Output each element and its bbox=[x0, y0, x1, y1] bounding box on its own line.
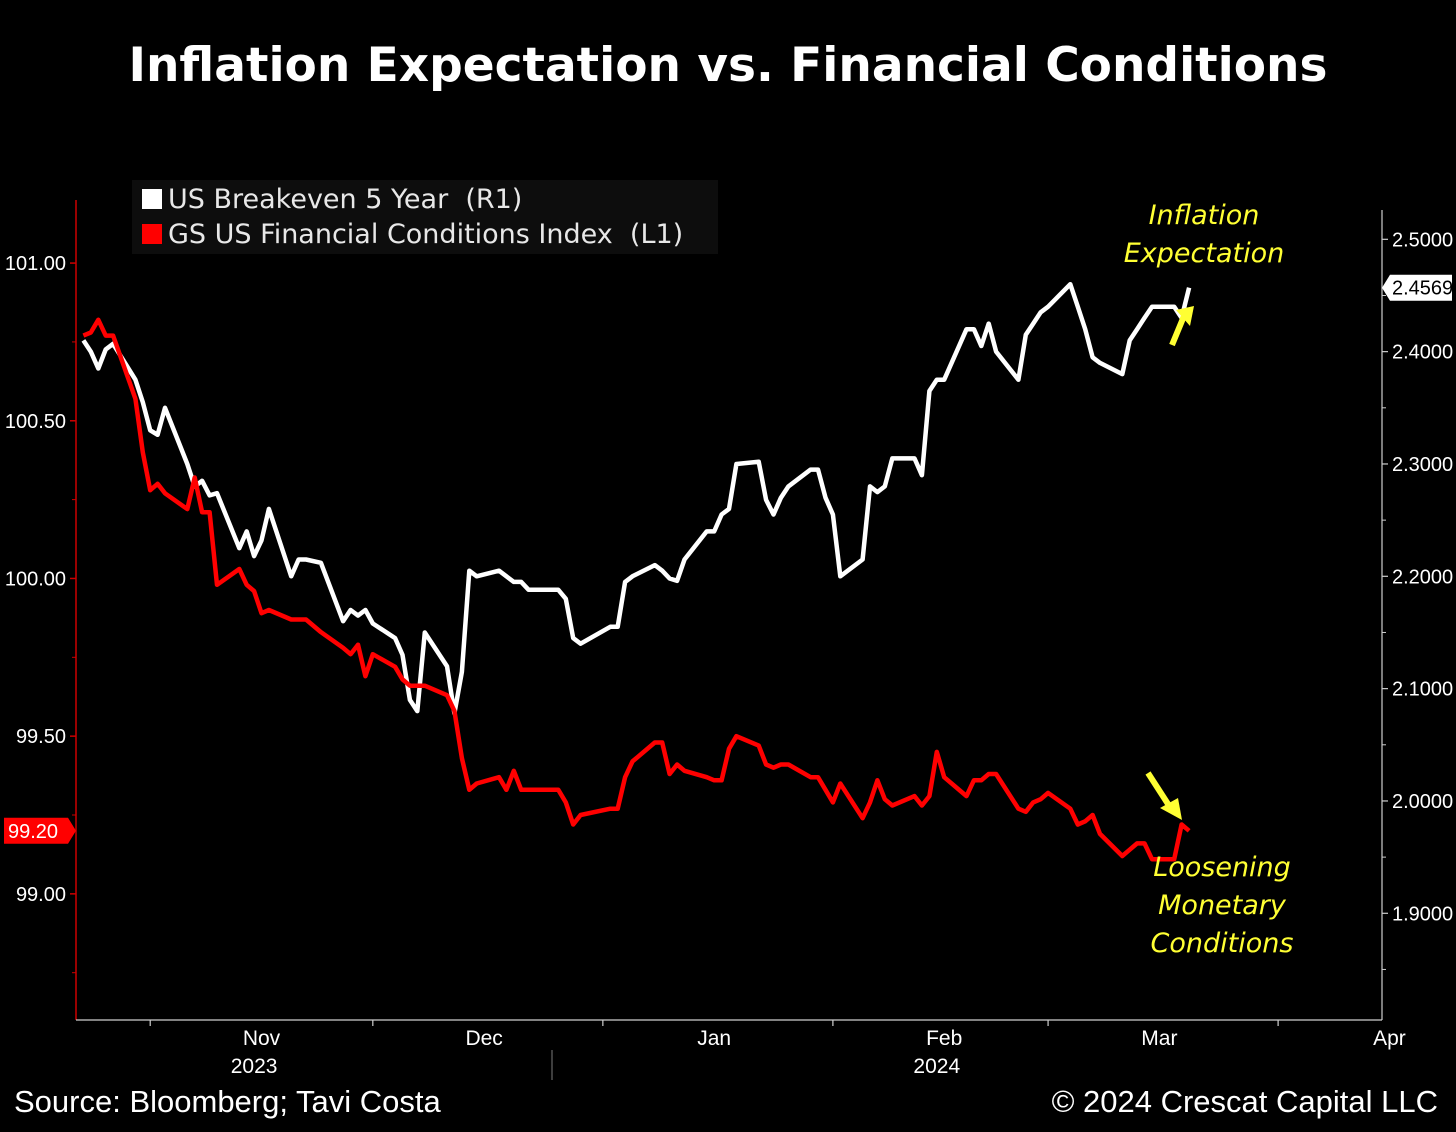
arrow-up-icon bbox=[1169, 314, 1187, 347]
arrow-down-icon bbox=[1145, 771, 1171, 806]
right-tick-label: 2.5000 bbox=[1392, 229, 1453, 251]
right-tick-label: 2.4000 bbox=[1392, 342, 1453, 364]
right-tick-label: 1.9000 bbox=[1392, 903, 1453, 925]
legend-swatch-white bbox=[142, 189, 162, 209]
left-tick-label: 99.00 bbox=[16, 884, 66, 906]
x-tick-label: Apr bbox=[1373, 1027, 1406, 1050]
annotation-line: Monetary bbox=[1158, 890, 1286, 921]
x-year-label: 2024 bbox=[913, 1055, 960, 1078]
series-line-breakeven bbox=[81, 281, 1192, 716]
annotation-inflation: Inflation Expectation bbox=[1112, 197, 1296, 273]
annotation-line: Expectation bbox=[1123, 238, 1285, 269]
left-tick-label: 100.50 bbox=[5, 411, 66, 433]
arrow-up-head-icon bbox=[1176, 306, 1194, 326]
annotation-line: Loosening bbox=[1153, 852, 1291, 883]
legend-item-fci: GS US Financial Conditions Index (L1) bbox=[142, 217, 683, 251]
legend-item-breakeven: US Breakeven 5 Year (R1) bbox=[142, 182, 522, 216]
annotation-arrows bbox=[1145, 306, 1194, 820]
chart-axes bbox=[70, 200, 1388, 1080]
chart-series bbox=[81, 281, 1192, 862]
right-tick-label: 2.2000 bbox=[1392, 566, 1453, 588]
right-tick-label: 2.3000 bbox=[1392, 454, 1453, 476]
legend-label: GS US Financial Conditions Index (L1) bbox=[168, 218, 684, 250]
x-year-label: 2023 bbox=[231, 1055, 278, 1078]
annotation-line: Inflation bbox=[1148, 200, 1260, 231]
left-tick-label: 100.00 bbox=[5, 568, 66, 590]
left-tick-label: 101.00 bbox=[5, 253, 66, 275]
chart-title: Inflation Expectation vs. Financial Cond… bbox=[128, 38, 1328, 93]
annotation-line: Conditions bbox=[1150, 928, 1294, 959]
axis-labels: 101.00 100.50 100.00 99.50 99.00 2.5000 2.4000… bbox=[4, 229, 1453, 1078]
legend-label: US Breakeven 5 Year (R1) bbox=[168, 183, 523, 215]
x-tick-label: Dec bbox=[465, 1027, 502, 1050]
x-tick-label: Feb bbox=[926, 1027, 962, 1050]
last-value-label-breakeven: 2.4569 bbox=[1392, 278, 1453, 300]
last-value-badge-breakeven bbox=[1382, 274, 1452, 301]
last-value-badge-fci bbox=[4, 817, 76, 844]
left-tick-label: 99.50 bbox=[16, 726, 66, 748]
source-note: Source: Bloomberg; Tavi Costa bbox=[14, 1084, 441, 1119]
right-tick-label: 2.0000 bbox=[1392, 791, 1453, 813]
annotation-loosening: Loosening Monetary Conditions bbox=[1130, 849, 1314, 963]
last-value-label-fci: 99.20 bbox=[8, 821, 58, 843]
x-tick-label: Mar bbox=[1141, 1027, 1177, 1050]
legend: US Breakeven 5 Year (R1) GS US Financial… bbox=[132, 180, 718, 254]
x-tick-label: Nov bbox=[243, 1027, 281, 1050]
legend-swatch-red bbox=[142, 224, 162, 244]
x-tick-label: Jan bbox=[697, 1027, 731, 1050]
series-line-fci bbox=[82, 317, 1191, 862]
copyright-note: © 2024 Crescat Capital LLC bbox=[1051, 1084, 1438, 1119]
arrow-down-head-icon bbox=[1160, 798, 1182, 820]
right-tick-label: 2.1000 bbox=[1392, 679, 1453, 701]
